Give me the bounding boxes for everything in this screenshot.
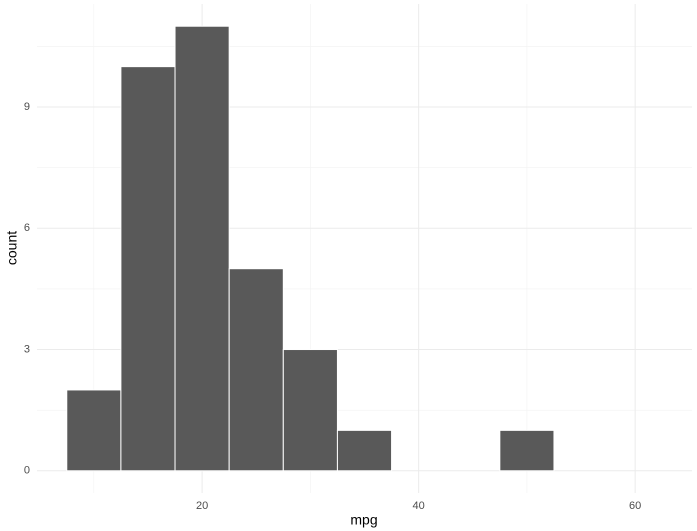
bar bbox=[499, 429, 555, 472]
bar bbox=[174, 25, 230, 472]
x-tick-label: 60 bbox=[629, 500, 641, 512]
x-tick-label: 20 bbox=[196, 500, 208, 512]
y-axis-label: count bbox=[4, 231, 20, 265]
y-tick-label: 9 bbox=[24, 101, 30, 113]
y-tick-label: 3 bbox=[24, 343, 30, 355]
x-tick-label: 40 bbox=[413, 500, 425, 512]
bar bbox=[66, 389, 122, 472]
bar bbox=[282, 349, 338, 472]
x-axis-label: mpg bbox=[350, 512, 377, 528]
y-tick-label: 0 bbox=[24, 465, 30, 477]
y-tick-label: 6 bbox=[24, 222, 30, 234]
bar bbox=[120, 66, 176, 472]
bar bbox=[336, 429, 393, 472]
bar bbox=[228, 268, 284, 472]
